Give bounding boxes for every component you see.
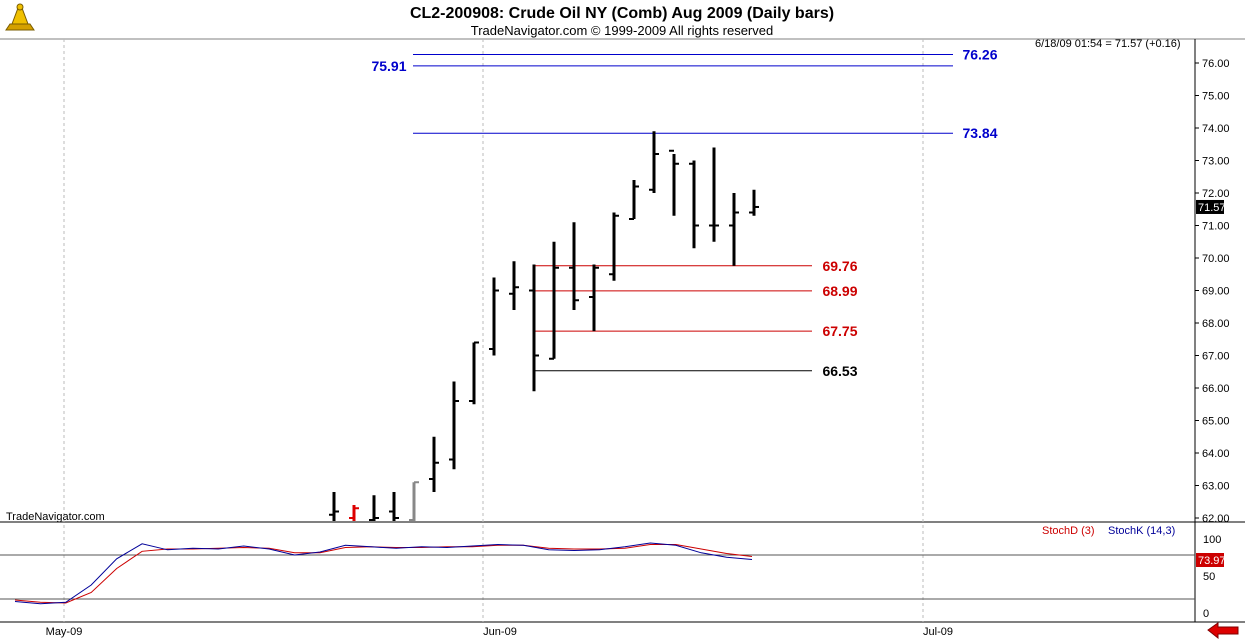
x-label-may: May-09: [46, 626, 83, 638]
stoch-current-tag: [1196, 553, 1224, 567]
level-label: 68.99: [822, 283, 857, 299]
price-tick-label: 76.00: [1202, 58, 1230, 70]
ohlc-bar: [649, 131, 659, 193]
level-label: 73.84: [962, 125, 997, 141]
level-label: 66.53: [822, 363, 857, 379]
stoch-tick-0: 0: [1203, 608, 1209, 620]
price-tick-label: 68.00: [1202, 318, 1230, 330]
ohlc-bar: [689, 160, 699, 249]
price-tick-label: 73.00: [1202, 156, 1230, 168]
level-label: 69.76: [822, 258, 857, 274]
price-tick-label: 71.00: [1202, 221, 1230, 233]
stoch-tick-100: 100: [1203, 534, 1221, 546]
last-price-tag: [1196, 199, 1224, 214]
ohlc-bar: [469, 341, 479, 405]
watermark-text: TradeNavigator.com: [6, 511, 105, 523]
ohlc-bar: [389, 492, 399, 521]
logo-icon[interactable]: [5, 3, 35, 31]
ohlc-bar: [569, 222, 579, 310]
chart-title: CL2-200908: Crude Oil NY (Comb) Aug 2009…: [410, 5, 834, 22]
price-tick-label: 64.00: [1202, 448, 1230, 460]
quote-text: 6/18/09 01:54 = 71.57 (+0.16): [1035, 38, 1181, 50]
ohlc-bar: [629, 180, 639, 220]
ohlc-bar: [549, 241, 559, 360]
ohlc-bar: [609, 212, 619, 281]
ohlc-bar: [369, 495, 379, 521]
x-label-jul: Jul-09: [923, 626, 953, 638]
price-tick-label: 65.00: [1202, 416, 1230, 428]
price-tick-label: 67.00: [1202, 351, 1230, 363]
scroll-left-arrow-icon[interactable]: [1207, 622, 1239, 640]
ohlc-bar: [529, 264, 539, 392]
ohlc-bar: [349, 505, 359, 521]
level-label: 67.75: [822, 323, 857, 339]
ohlc-bar: [669, 149, 679, 216]
price-tick-label: 70.00: [1202, 253, 1230, 265]
price-axis: 62.00 63.00 64.00 65.00 66.00 67.00 68.00 69.00…: [1195, 58, 1230, 525]
ohlc-bar: [409, 481, 419, 521]
price-tick-label: 75.00: [1202, 91, 1230, 103]
stoch-current-label: 73.97: [1198, 555, 1226, 567]
ohlc-bar: [489, 277, 499, 356]
level-label: 75.91: [371, 58, 406, 74]
ohlc-bars: [329, 131, 759, 521]
ohlc-bar: [589, 264, 599, 332]
x-label-jun: Jun-09: [483, 626, 517, 638]
copyright-text: TradeNavigator.com © 1999-2009 All right…: [471, 23, 773, 38]
ohlc-bar: [329, 492, 339, 521]
level-label: 76.26: [962, 47, 997, 63]
price-tick-label: 63.00: [1202, 481, 1230, 493]
price-tick-label: 66.00: [1202, 383, 1230, 395]
stoch-k-line: [14, 542, 753, 605]
ohlc-bar: [509, 261, 519, 310]
ohlc-bar: [449, 381, 459, 470]
ohlc-bar: [429, 436, 439, 492]
stoch-d-label: StochD (3): [1042, 525, 1095, 537]
price-tick-label: 74.00: [1202, 123, 1230, 135]
ohlc-bar: [749, 189, 759, 216]
ohlc-bar: [729, 193, 739, 266]
level-lines: 76.26 75.91 73.84 69.76 68.99 67.75 66.53: [371, 47, 997, 379]
price-tick-label: 62.00: [1202, 513, 1230, 525]
last-price-label: 71.57: [1198, 202, 1226, 214]
ohlc-bar: [709, 147, 719, 242]
price-tick-label: 69.00: [1202, 286, 1230, 298]
price-tick-label: 72.00: [1202, 188, 1230, 200]
stoch-tick-50: 50: [1203, 571, 1215, 583]
stoch-k-label: StochK (14,3): [1108, 525, 1175, 537]
